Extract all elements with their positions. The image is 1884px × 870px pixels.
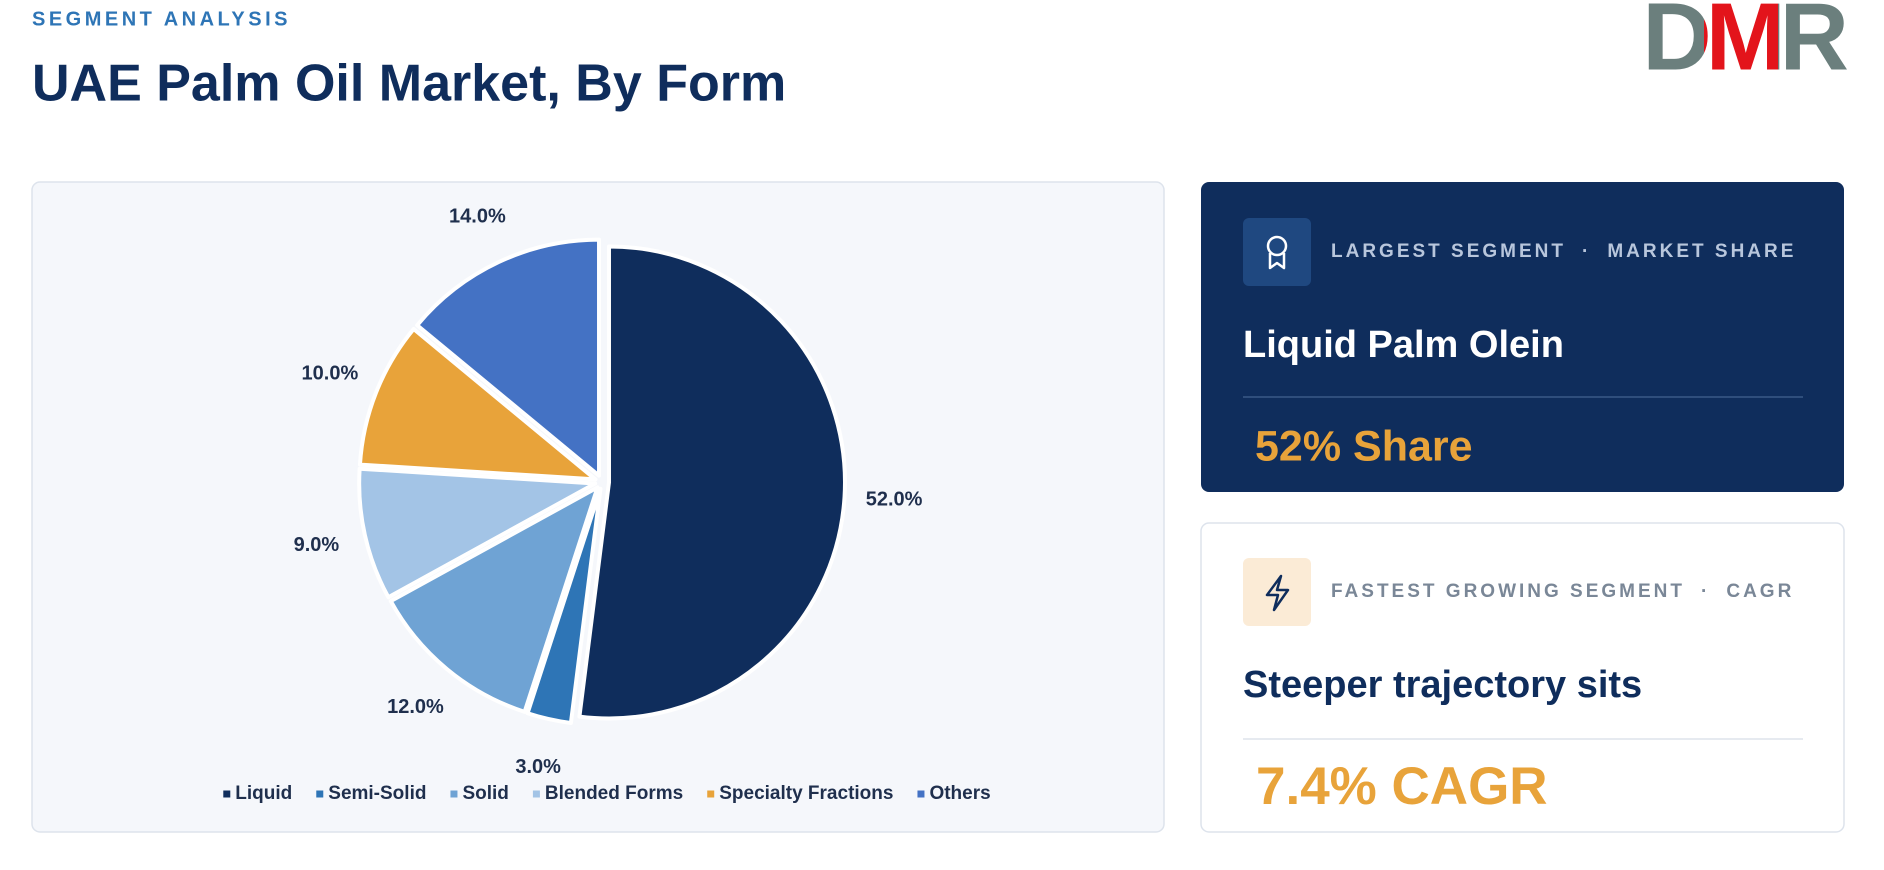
card-label-row: FASTEST GROWING SEGMENT · CAGR (1331, 581, 1794, 602)
legend-label: Specialty Fractions (719, 783, 893, 804)
pie-slice (415, 237, 602, 478)
data-label: 10.0% (302, 363, 359, 385)
legend-swatch (223, 790, 231, 798)
page-title: UAE Palm Oil Market, By Form (32, 55, 786, 113)
card-label: LARGEST SEGMENT (1331, 241, 1566, 262)
legend: Liquid Semi-Solid Solid Blended Forms Specia… (223, 783, 991, 804)
legend-label: Semi-Solid (328, 783, 426, 804)
legend-label: Others (929, 783, 990, 804)
pie-slice (357, 326, 598, 482)
fastest-card (1200, 522, 1845, 833)
data-label: 9.0% (294, 534, 340, 556)
pie-slice (577, 244, 847, 721)
segment-name: Liquid Palm Olein (1243, 324, 1564, 366)
largest-card (1201, 182, 1844, 492)
pie-slice (525, 486, 603, 725)
icon-box (1243, 218, 1311, 286)
card-separator: · (1701, 581, 1710, 602)
card-metric: CAGR (1726, 581, 1794, 602)
legend-swatch (707, 790, 715, 798)
icon-box (1243, 558, 1311, 626)
pie-slice (357, 466, 598, 600)
logo: DMR (1642, 0, 1847, 90)
pie-chart: 52.0% 3.0% 12.0% 9.0% 10.0% 14.0% (294, 205, 923, 777)
segment-value: 7.4% CAGR (1256, 757, 1548, 816)
legend-label: Solid (462, 783, 508, 804)
legend-swatch (316, 790, 324, 798)
segment-name: Steeper trajectory sits (1243, 664, 1642, 706)
segment-value: 52% Share (1255, 422, 1473, 470)
eyebrow: SEGMENT ANALYSIS (32, 8, 291, 30)
legend-swatch (532, 790, 540, 798)
data-label: 3.0% (515, 756, 561, 778)
award-icon (1266, 235, 1288, 270)
card-metric: MARKET SHARE (1607, 241, 1796, 262)
pie-slice (388, 485, 600, 714)
data-label: 14.0% (449, 205, 506, 227)
legend-label: Liquid (235, 783, 292, 804)
data-label: 52.0% (866, 489, 923, 511)
card-separator: · (1582, 241, 1591, 262)
legend-swatch (917, 790, 925, 798)
legend-swatch (450, 790, 458, 798)
card-label: FASTEST GROWING SEGMENT (1331, 581, 1685, 602)
legend-label: Blended Forms (545, 783, 683, 804)
card-label-row: LARGEST SEGMENT · MARKET SHARE (1331, 241, 1796, 262)
bolt-icon (1265, 574, 1290, 612)
data-label: 12.0% (387, 696, 444, 718)
